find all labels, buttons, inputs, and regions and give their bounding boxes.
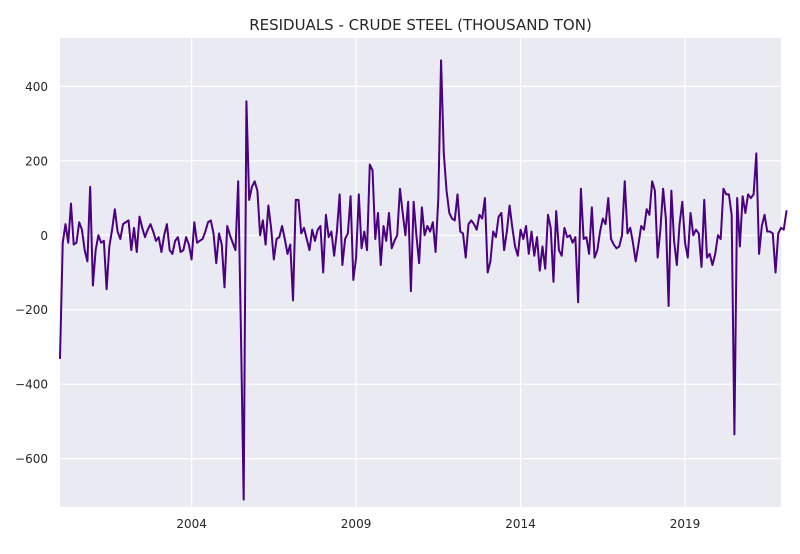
residuals-line	[59, 59, 788, 501]
x-gridlines	[190, 38, 686, 507]
y-tick-label: 400	[25, 80, 48, 94]
x-tick-labels: 2004 2009 2014 2019	[176, 517, 700, 531]
y-tick-label: −200	[15, 303, 48, 317]
x-tick-label: 2014	[505, 517, 536, 531]
y-tick-label: −600	[15, 452, 48, 466]
y-tick-labels: 400 200 0 −200 −400 −600	[15, 80, 48, 466]
y-tick-label: −400	[15, 378, 48, 392]
y-tick-label: 200	[25, 154, 48, 168]
x-tick-label: 2019	[670, 517, 701, 531]
chart-title: RESIDUALS - CRUDE STEEL (THOUSAND TON)	[249, 16, 592, 34]
y-tick-label: 0	[40, 229, 48, 243]
plot-background	[60, 38, 781, 507]
x-tick-label: 2004	[176, 517, 207, 531]
x-tick-label: 2009	[341, 517, 372, 531]
